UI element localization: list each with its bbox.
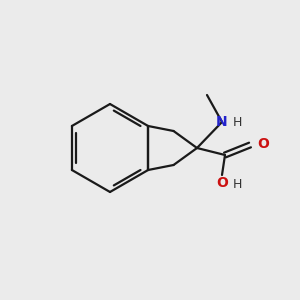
Text: O: O — [216, 176, 228, 190]
Text: H: H — [233, 178, 242, 191]
Text: O: O — [257, 137, 269, 151]
Text: H: H — [233, 116, 242, 130]
Text: N: N — [216, 115, 228, 129]
